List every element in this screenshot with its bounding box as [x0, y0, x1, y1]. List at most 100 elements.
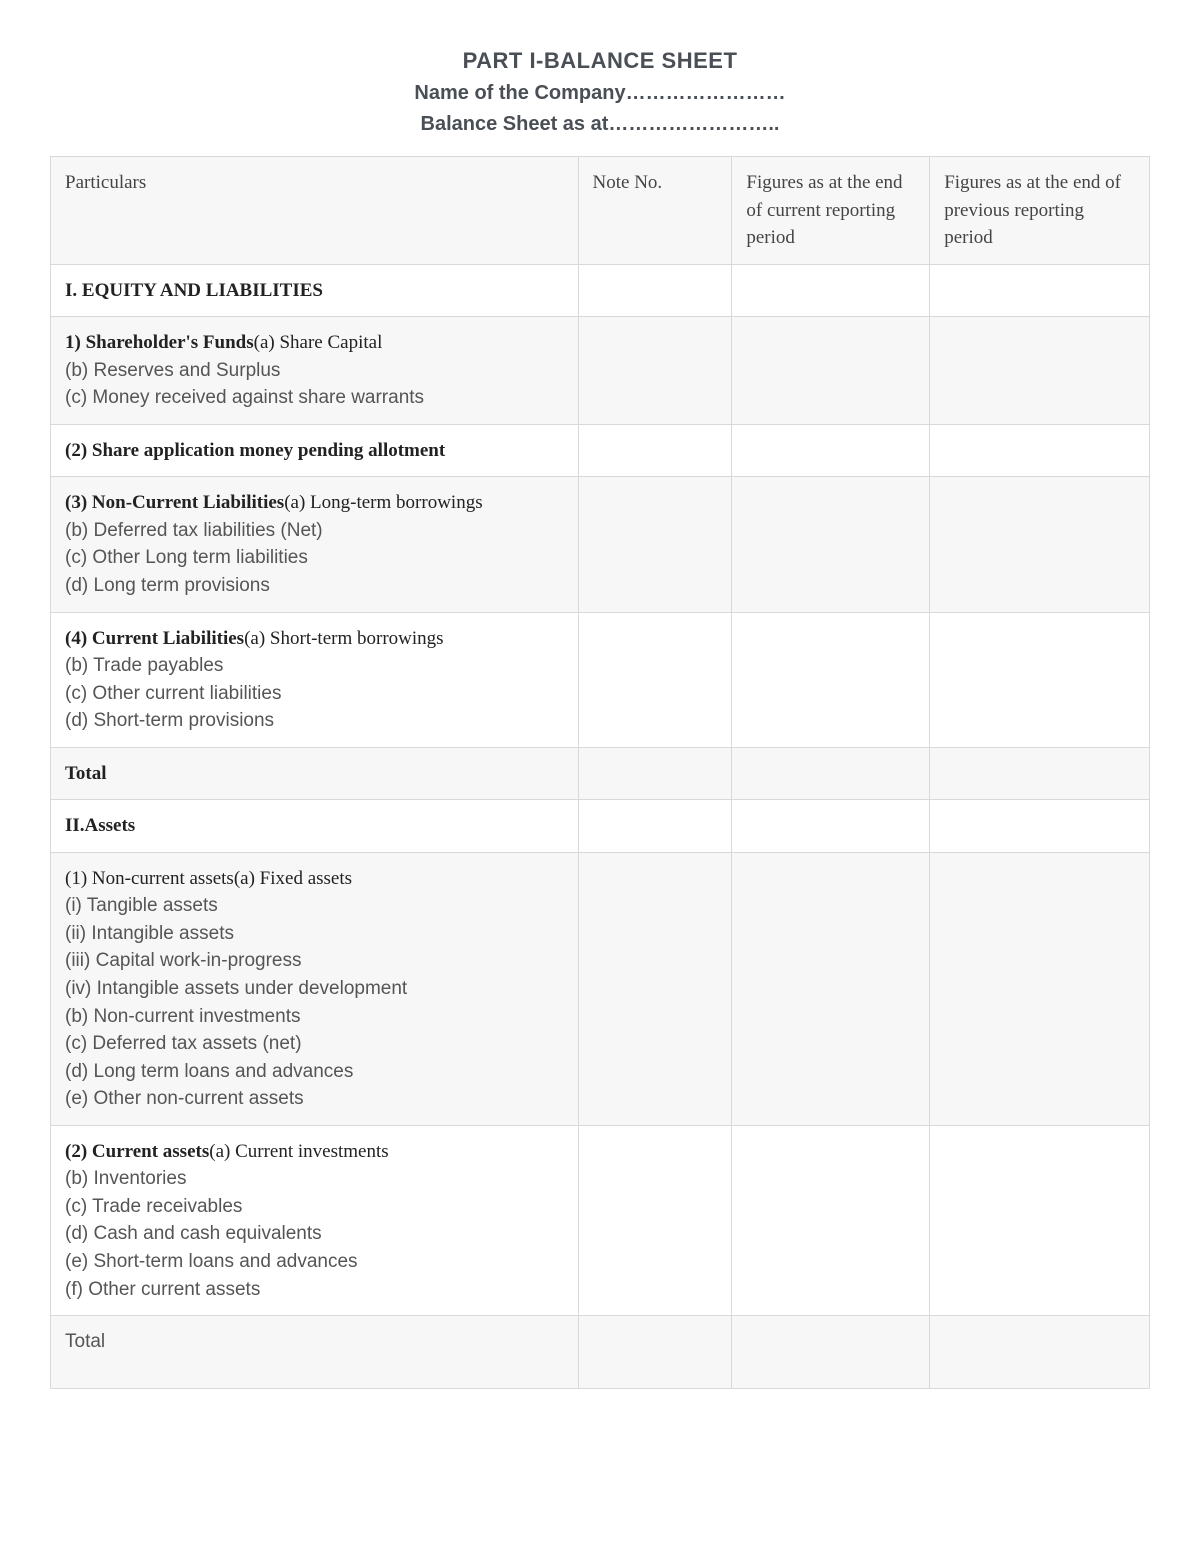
line-item: (4) Current Liabilities(a) Short-term bo… [65, 625, 564, 653]
note-no-cell [578, 800, 732, 853]
line-item: (1) Non-current assets(a) Fixed assets [65, 865, 564, 893]
line-item: (b) Trade payables [65, 652, 564, 680]
line-item: (b) Non-current investments [65, 1003, 564, 1031]
line-item: II.Assets [65, 812, 564, 840]
line-item: (f) Other current assets [65, 1276, 564, 1304]
line-item: (iv) Intangible assets under development [65, 975, 564, 1003]
line-item: I. EQUITY AND LIABILITIES [65, 277, 564, 305]
col-particulars: Particulars [51, 157, 579, 265]
line-item: (2) Current assets(a) Current investment… [65, 1138, 564, 1166]
previous-period-cell [930, 317, 1150, 425]
line-item: 1) Shareholder's Funds(a) Share Capital [65, 329, 564, 357]
line-text: (b) Non-current investments [65, 1006, 300, 1027]
particulars-cell: Total [51, 1316, 579, 1389]
line-text: Total [65, 763, 107, 784]
line-text: (b) Trade payables [65, 655, 223, 676]
table-row: 1) Shareholder's Funds(a) Share Capital(… [51, 317, 1150, 425]
line-text: (d) Long term loans and advances [65, 1061, 353, 1082]
line-item: (c) Other current liabilities [65, 680, 564, 708]
current-period-cell [732, 424, 930, 477]
line-lead: (2) Current assets [65, 1141, 209, 1162]
table-body: I. EQUITY AND LIABILITIES 1) Shareholder'… [51, 264, 1150, 1388]
current-period-cell [732, 800, 930, 853]
line-text: (a) Long-term borrowings [284, 492, 482, 513]
line-item: (i) Tangible assets [65, 892, 564, 920]
line-text: (e) Short-term loans and advances [65, 1251, 358, 1272]
line-item: (d) Long term loans and advances [65, 1058, 564, 1086]
line-item: Total [65, 1328, 564, 1356]
line-text: (c) Other current liabilities [65, 683, 281, 704]
table-row: (2) Current assets(a) Current investment… [51, 1125, 1150, 1315]
previous-period-cell [930, 800, 1150, 853]
particulars-cell: (1) Non-current assets(a) Fixed assets(i… [51, 852, 579, 1125]
note-no-cell [578, 852, 732, 1125]
line-text: (a) Short-term borrowings [244, 628, 443, 649]
table-row: I. EQUITY AND LIABILITIES [51, 264, 1150, 317]
page-title: PART I-BALANCE SHEET [50, 48, 1150, 74]
line-text: Total [65, 1331, 105, 1352]
current-period-cell [732, 264, 930, 317]
line-text: (d) Long term provisions [65, 575, 270, 596]
line-item: (b) Deferred tax liabilities (Net) [65, 517, 564, 545]
current-period-cell [732, 317, 930, 425]
col-previous-period: Figures as at the end of previous report… [930, 157, 1150, 265]
particulars-cell: Total [51, 747, 579, 800]
table-row: Total [51, 1316, 1150, 1389]
line-item: (d) Short-term provisions [65, 707, 564, 735]
line-text: (d) Short-term provisions [65, 710, 274, 731]
line-text: (iv) Intangible assets under development [65, 978, 407, 999]
current-period-cell [732, 477, 930, 612]
current-period-cell [732, 852, 930, 1125]
table-row: II.Assets [51, 800, 1150, 853]
col-note-no: Note No. [578, 157, 732, 265]
line-text: (e) Other non-current assets [65, 1088, 304, 1109]
line-text: (c) Trade receivables [65, 1196, 242, 1217]
note-no-cell [578, 612, 732, 747]
line-item: (iii) Capital work-in-progress [65, 947, 564, 975]
line-text: (d) Cash and cash equivalents [65, 1223, 322, 1244]
line-item: (b) Reserves and Surplus [65, 357, 564, 385]
line-text: (a) Current investments [209, 1141, 388, 1162]
line-text: (ii) Intangible assets [65, 923, 234, 944]
previous-period-cell [930, 852, 1150, 1125]
particulars-cell: (2) Share application money pending allo… [51, 424, 579, 477]
balance-sheet-table: Particulars Note No. Figures as at the e… [50, 156, 1150, 1389]
current-period-cell [732, 747, 930, 800]
current-period-cell [732, 1316, 930, 1389]
particulars-cell: (2) Current assets(a) Current investment… [51, 1125, 579, 1315]
line-item: (2) Share application money pending allo… [65, 437, 564, 465]
line-text: (c) Deferred tax assets (net) [65, 1033, 302, 1054]
particulars-cell: (3) Non-Current Liabilities(a) Long-term… [51, 477, 579, 612]
note-no-cell [578, 264, 732, 317]
line-text: (b) Inventories [65, 1168, 186, 1189]
previous-period-cell [930, 477, 1150, 612]
note-no-cell [578, 1125, 732, 1315]
particulars-cell: (4) Current Liabilities(a) Short-term bo… [51, 612, 579, 747]
line-text: (i) Tangible assets [65, 895, 218, 916]
line-item: (c) Trade receivables [65, 1193, 564, 1221]
line-text: (c) Other Long term liabilities [65, 547, 308, 568]
previous-period-cell [930, 264, 1150, 317]
line-lead: (4) Current Liabilities [65, 628, 244, 649]
previous-period-cell [930, 1125, 1150, 1315]
note-no-cell [578, 424, 732, 477]
particulars-cell: II.Assets [51, 800, 579, 853]
previous-period-cell [930, 424, 1150, 477]
note-no-cell [578, 1316, 732, 1389]
current-period-cell [732, 1125, 930, 1315]
line-lead: (3) Non-Current Liabilities [65, 492, 284, 513]
line-text: (2) Share application money pending allo… [65, 440, 445, 461]
note-no-cell [578, 747, 732, 800]
col-current-period: Figures as at the end of current reporti… [732, 157, 930, 265]
as-at-line: Balance Sheet as at…………………….. [50, 113, 1150, 136]
previous-period-cell [930, 1316, 1150, 1389]
line-item: (d) Cash and cash equivalents [65, 1220, 564, 1248]
current-period-cell [732, 612, 930, 747]
line-item: (c) Other Long term liabilities [65, 544, 564, 572]
line-item: (c) Money received against share warrant… [65, 384, 564, 412]
line-text: II.Assets [65, 815, 135, 836]
previous-period-cell [930, 747, 1150, 800]
company-name-line: Name of the Company…………………… [50, 82, 1150, 105]
line-text: (c) Money received against share warrant… [65, 387, 424, 408]
table-row: (2) Share application money pending allo… [51, 424, 1150, 477]
